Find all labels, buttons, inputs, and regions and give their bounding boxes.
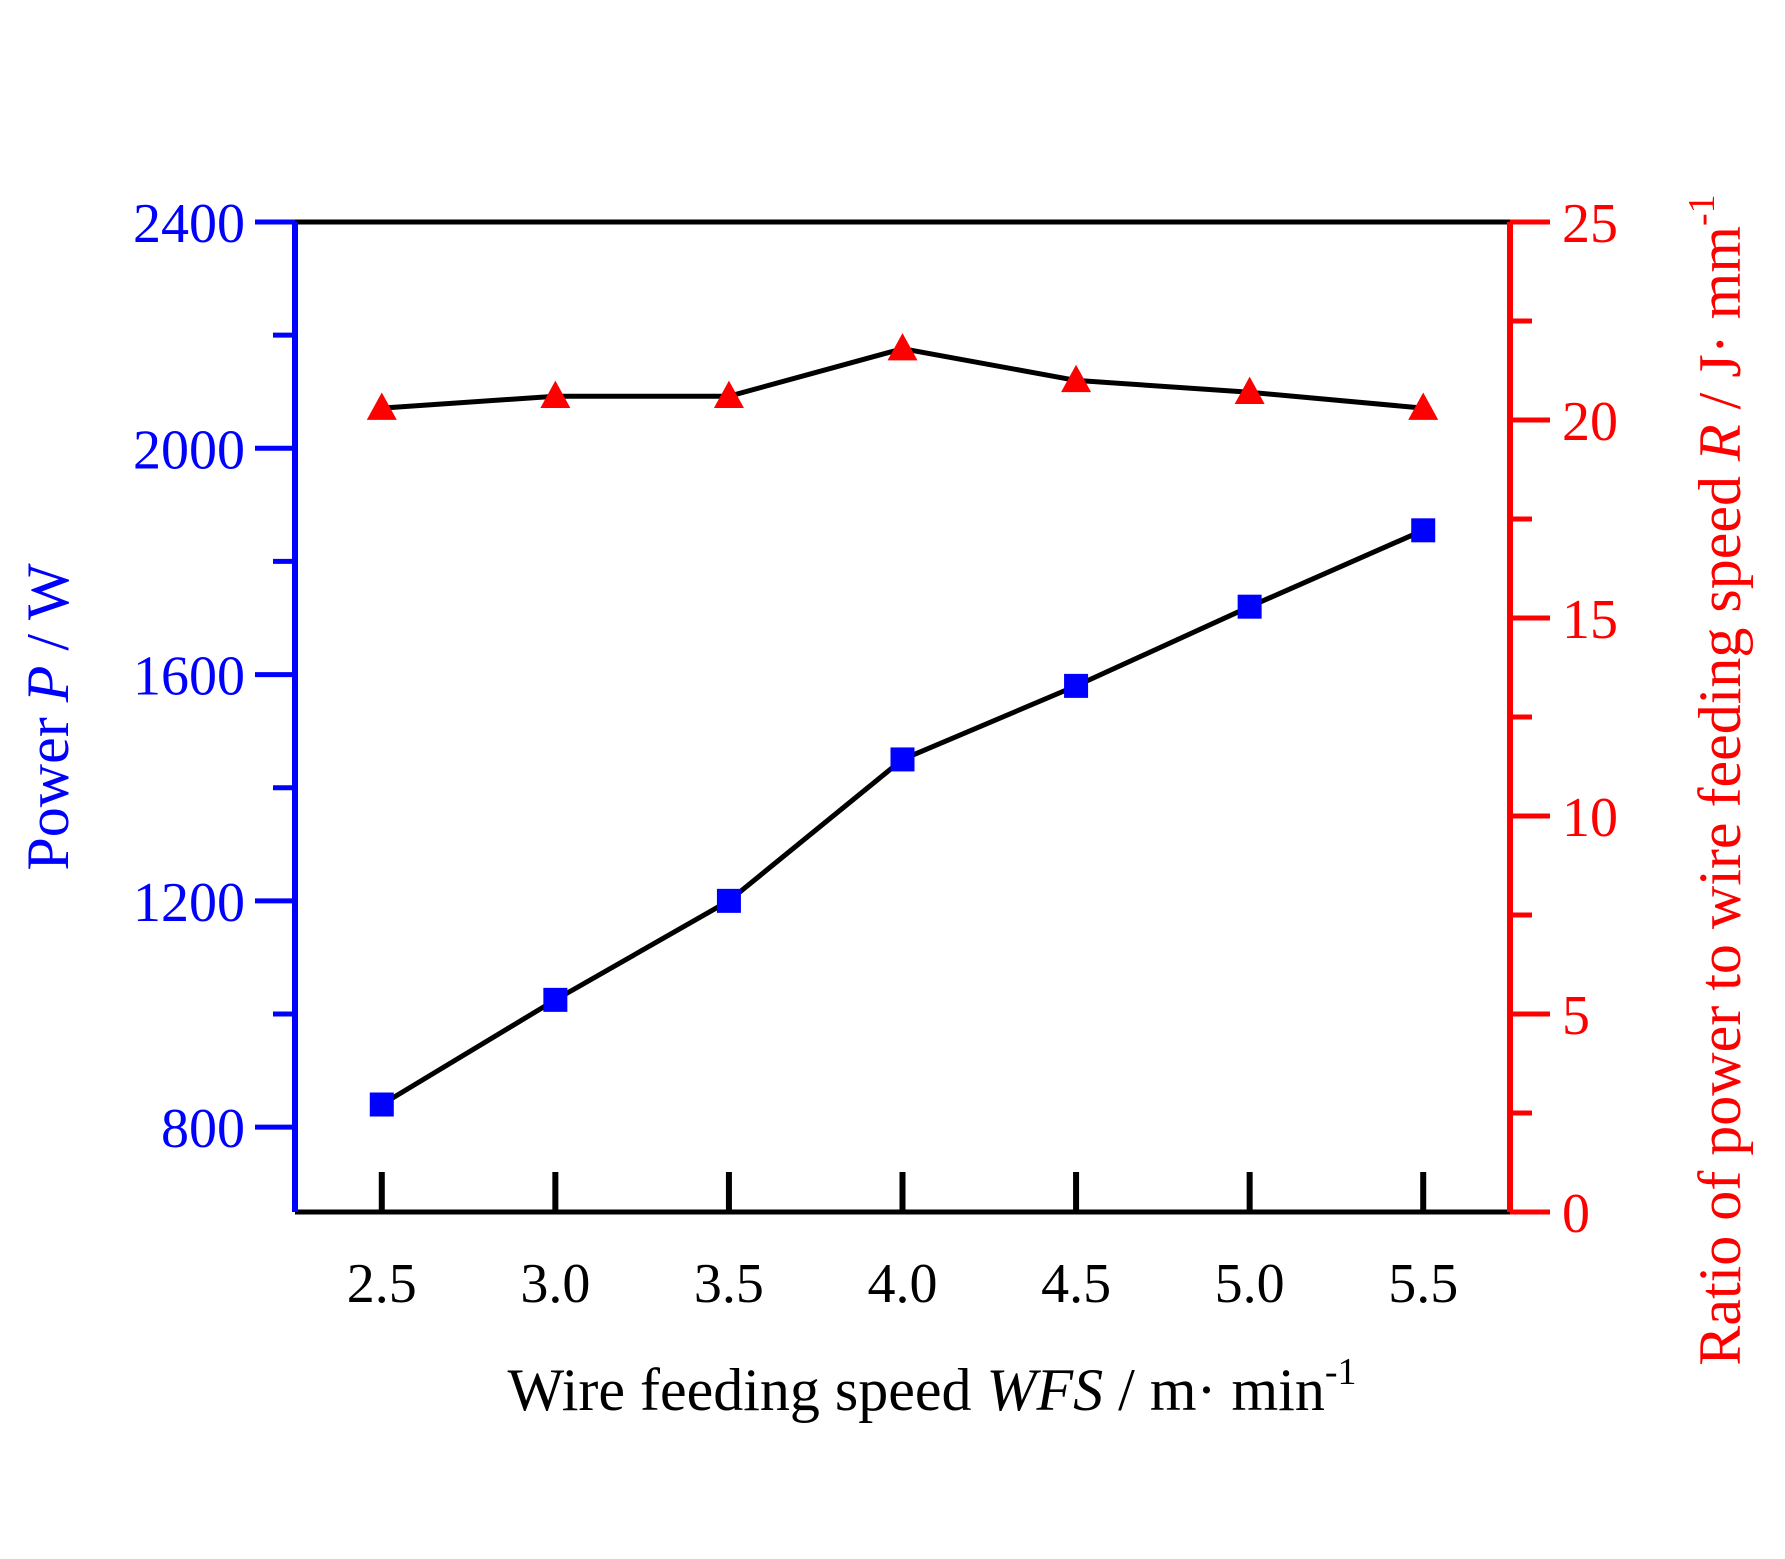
x-tick-label: 4.5 [1041, 1253, 1111, 1315]
right-y-tick-label: 0 [1562, 1183, 1590, 1245]
ratio-data-point [1061, 364, 1092, 393]
x-tick-label: 5.0 [1215, 1253, 1285, 1315]
x-axis-title: Wire feeding speed WFS / m· min-1 [507, 1351, 1356, 1423]
left-y-axis-ticks: 800 1200 1600 2000 2400 [133, 193, 295, 1160]
ratio-data-point [1408, 392, 1439, 420]
series-layer [366, 333, 1439, 1117]
ratio-data-point [887, 333, 918, 361]
power-series-line [380, 528, 1425, 1107]
x-axis-ticks: 2.5 3.0 3.5 4.0 4.5 5.0 5.5 [347, 1172, 1458, 1315]
right-y-tick-label: 25 [1562, 193, 1618, 255]
left-y-tick-label: 2400 [133, 193, 245, 255]
left-y-tick-label: 1200 [133, 872, 245, 934]
x-tick-label: 4.0 [868, 1253, 938, 1315]
power-data-point [1064, 673, 1089, 698]
x-tick-label: 5.5 [1388, 1253, 1458, 1315]
ratio-data-point [1234, 376, 1265, 404]
left-y-tick-label: 800 [161, 1098, 245, 1160]
x-tick-label: 2.5 [347, 1253, 417, 1315]
power-data-point [1237, 594, 1262, 619]
left-y-tick-label: 2000 [133, 419, 245, 481]
right-y-tick-label: 20 [1562, 391, 1618, 453]
right-y-tick-label: 5 [1562, 985, 1590, 1047]
ratio-data-point [540, 380, 571, 408]
right-y-axis-title: Ratio of power to wire feeding speed R /… [1681, 194, 1753, 1365]
power-data-point [369, 1092, 394, 1117]
x-tick-label: 3.0 [520, 1253, 590, 1315]
left-y-tick-label: 1600 [133, 646, 245, 708]
power-data-point [716, 888, 741, 913]
power-data-point [1411, 518, 1436, 543]
power-data-point [890, 747, 915, 772]
ratio-data-point [366, 392, 397, 420]
right-y-tick-label: 10 [1562, 787, 1618, 849]
power-data-point [543, 987, 568, 1012]
left-y-axis-title: Power P / W [15, 563, 81, 871]
x-tick-label: 3.5 [694, 1253, 764, 1315]
right-y-axis-ticks: 0 5 10 15 20 25 [1510, 193, 1618, 1245]
right-y-tick-label: 15 [1562, 589, 1618, 651]
ratio-data-point [713, 380, 744, 408]
